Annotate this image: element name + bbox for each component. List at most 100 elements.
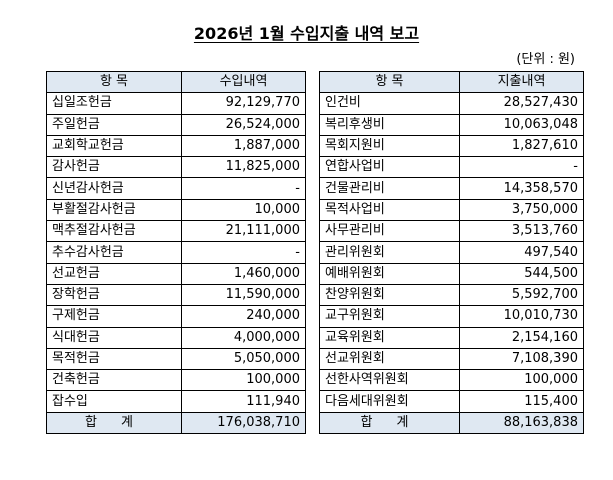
expense-item-name: 관리위원회 (319, 241, 460, 264)
income-item-amount: 240,000 (181, 305, 306, 328)
expense-item-name: 목회지원비 (319, 134, 460, 158)
expense-item-name: 연합사업비 (319, 156, 460, 179)
expense-header-item: 항 목 (319, 70, 460, 94)
expense-item-name: 건물관리비 (319, 177, 460, 200)
expense-row: 인건비 28,527,430 (319, 92, 584, 115)
income-item-name: 장학헌금 (46, 283, 182, 307)
expense-item-amount: 10,063,048 (459, 113, 584, 136)
expense-header-amount: 지출내역 (459, 70, 584, 94)
report-title-text: 2026년 1월 수입지출 내역 보고 (193, 24, 420, 43)
expense-item-amount: - (459, 156, 584, 179)
expense-row: 선교위원회 7,108,390 (319, 347, 584, 371)
income-item-name: 감사헌금 (46, 156, 182, 179)
income-item-amount: 5,050,000 (181, 347, 306, 371)
expense-item-name: 교구위원회 (319, 305, 460, 328)
expense-item-name: 목적사업비 (319, 198, 460, 222)
income-item-name: 부활절감사헌금 (46, 198, 182, 222)
expense-row: 교육위원회 2,154,160 (319, 326, 584, 349)
expense-row: 교구위원회 10,010,730 (319, 305, 584, 328)
income-total-label: 합 계 (46, 411, 182, 435)
expense-item-amount: 28,527,430 (459, 92, 584, 115)
expense-row: 연합사업비 - (319, 156, 584, 179)
expense-item-name: 찬양위원회 (319, 283, 460, 307)
income-item-name: 맥추절감사헌금 (46, 220, 182, 243)
expense-header-row: 항 목 지출내역 (319, 70, 584, 94)
income-item-amount: 11,590,000 (181, 283, 306, 307)
expense-table: 항 목 지출내역 인건비 28,527,430 복리후생비 10,063,048 목회지… (319, 70, 584, 435)
expense-item-amount: 544,500 (459, 262, 584, 285)
income-row: 맥추절감사헌금 21,111,000 (46, 220, 306, 243)
income-item-amount: 1,887,000 (181, 134, 306, 158)
income-item-amount: 11,825,000 (181, 156, 306, 179)
expense-item-amount: 2,154,160 (459, 326, 584, 349)
income-row: 신년감사헌금 - (46, 177, 306, 200)
expense-item-name: 선한사역위원회 (319, 369, 460, 392)
expense-row: 다음세대위원회 115,400 (319, 390, 584, 413)
expense-total-amount: 88,163,838 (459, 411, 584, 435)
income-item-amount: 100,000 (181, 369, 306, 392)
income-item-amount: 26,524,000 (181, 113, 306, 136)
income-row: 식대헌금 4,000,000 (46, 326, 306, 349)
expense-item-amount: 14,358,570 (459, 177, 584, 200)
expense-row: 선한사역위원회 100,000 (319, 369, 584, 392)
income-item-name: 구제헌금 (46, 305, 182, 328)
income-header-item: 항 목 (46, 70, 182, 94)
income-row: 십일조헌금 92,129,770 (46, 92, 306, 115)
expense-item-amount: 1,827,610 (459, 134, 584, 158)
income-row: 추수감사헌금 - (46, 241, 306, 264)
expense-row: 관리위원회 497,540 (319, 241, 584, 264)
expense-item-name: 인건비 (319, 92, 460, 115)
expense-row: 찬양위원회 5,592,700 (319, 283, 584, 307)
expense-row: 건물관리비 14,358,570 (319, 177, 584, 200)
expense-item-amount: 7,108,390 (459, 347, 584, 371)
income-item-amount: 92,129,770 (181, 92, 306, 115)
report-title: 2026년 1월 수입지출 내역 보고 (0, 20, 613, 44)
expense-total-label: 합 계 (319, 411, 460, 435)
expense-item-name: 교육위원회 (319, 326, 460, 349)
income-item-amount: - (181, 177, 306, 200)
income-item-name: 건축헌금 (46, 369, 182, 392)
income-row: 장학헌금 11,590,000 (46, 283, 306, 307)
income-item-name: 목적헌금 (46, 347, 182, 371)
income-row: 선교헌금 1,460,000 (46, 262, 306, 285)
income-row: 구제헌금 240,000 (46, 305, 306, 328)
income-item-name: 추수감사헌금 (46, 241, 182, 264)
expense-item-amount: 10,010,730 (459, 305, 584, 328)
expense-row: 복리후생비 10,063,048 (319, 113, 584, 136)
expense-row: 목적사업비 3,750,000 (319, 198, 584, 222)
income-item-amount: - (181, 241, 306, 264)
income-row: 주일헌금 26,524,000 (46, 113, 306, 136)
income-item-name: 십일조헌금 (46, 92, 182, 115)
expense-item-name: 다음세대위원회 (319, 390, 460, 413)
expense-item-amount: 100,000 (459, 369, 584, 392)
income-total-amount: 176,038,710 (181, 411, 306, 435)
expense-item-amount: 3,513,760 (459, 220, 584, 243)
expense-item-amount: 497,540 (459, 241, 584, 264)
income-item-name: 식대헌금 (46, 326, 182, 349)
income-row: 잡수입 111,940 (46, 390, 306, 413)
income-item-amount: 1,460,000 (181, 262, 306, 285)
income-row: 부활절감사헌금 10,000 (46, 198, 306, 222)
income-item-name: 잡수입 (46, 390, 182, 413)
expense-item-amount: 115,400 (459, 390, 584, 413)
income-total-row: 합 계 176,038,710 (46, 411, 306, 435)
income-item-name: 선교헌금 (46, 262, 182, 285)
expense-item-name: 복리후생비 (319, 113, 460, 136)
income-item-name: 신년감사헌금 (46, 177, 182, 200)
expense-item-name: 예배위원회 (319, 262, 460, 285)
income-item-name: 교회학교헌금 (46, 134, 182, 158)
income-row: 건축헌금 100,000 (46, 369, 306, 392)
expense-row: 사무관리비 3,513,760 (319, 220, 584, 243)
income-row: 목적헌금 5,050,000 (46, 347, 306, 371)
income-item-amount: 4,000,000 (181, 326, 306, 349)
income-table: 항 목 수입내역 십일조헌금 92,129,770 주일헌금 26,524,000 교회… (46, 70, 306, 435)
income-item-name: 주일헌금 (46, 113, 182, 136)
expense-row: 목회지원비 1,827,610 (319, 134, 584, 158)
expense-item-name: 사무관리비 (319, 220, 460, 243)
expense-total-row: 합 계 88,163,838 (319, 411, 584, 435)
expense-row: 예배위원회 544,500 (319, 262, 584, 285)
expense-item-name: 선교위원회 (319, 347, 460, 371)
income-header-row: 항 목 수입내역 (46, 70, 306, 94)
income-row: 감사헌금 11,825,000 (46, 156, 306, 179)
expense-item-amount: 3,750,000 (459, 198, 584, 222)
